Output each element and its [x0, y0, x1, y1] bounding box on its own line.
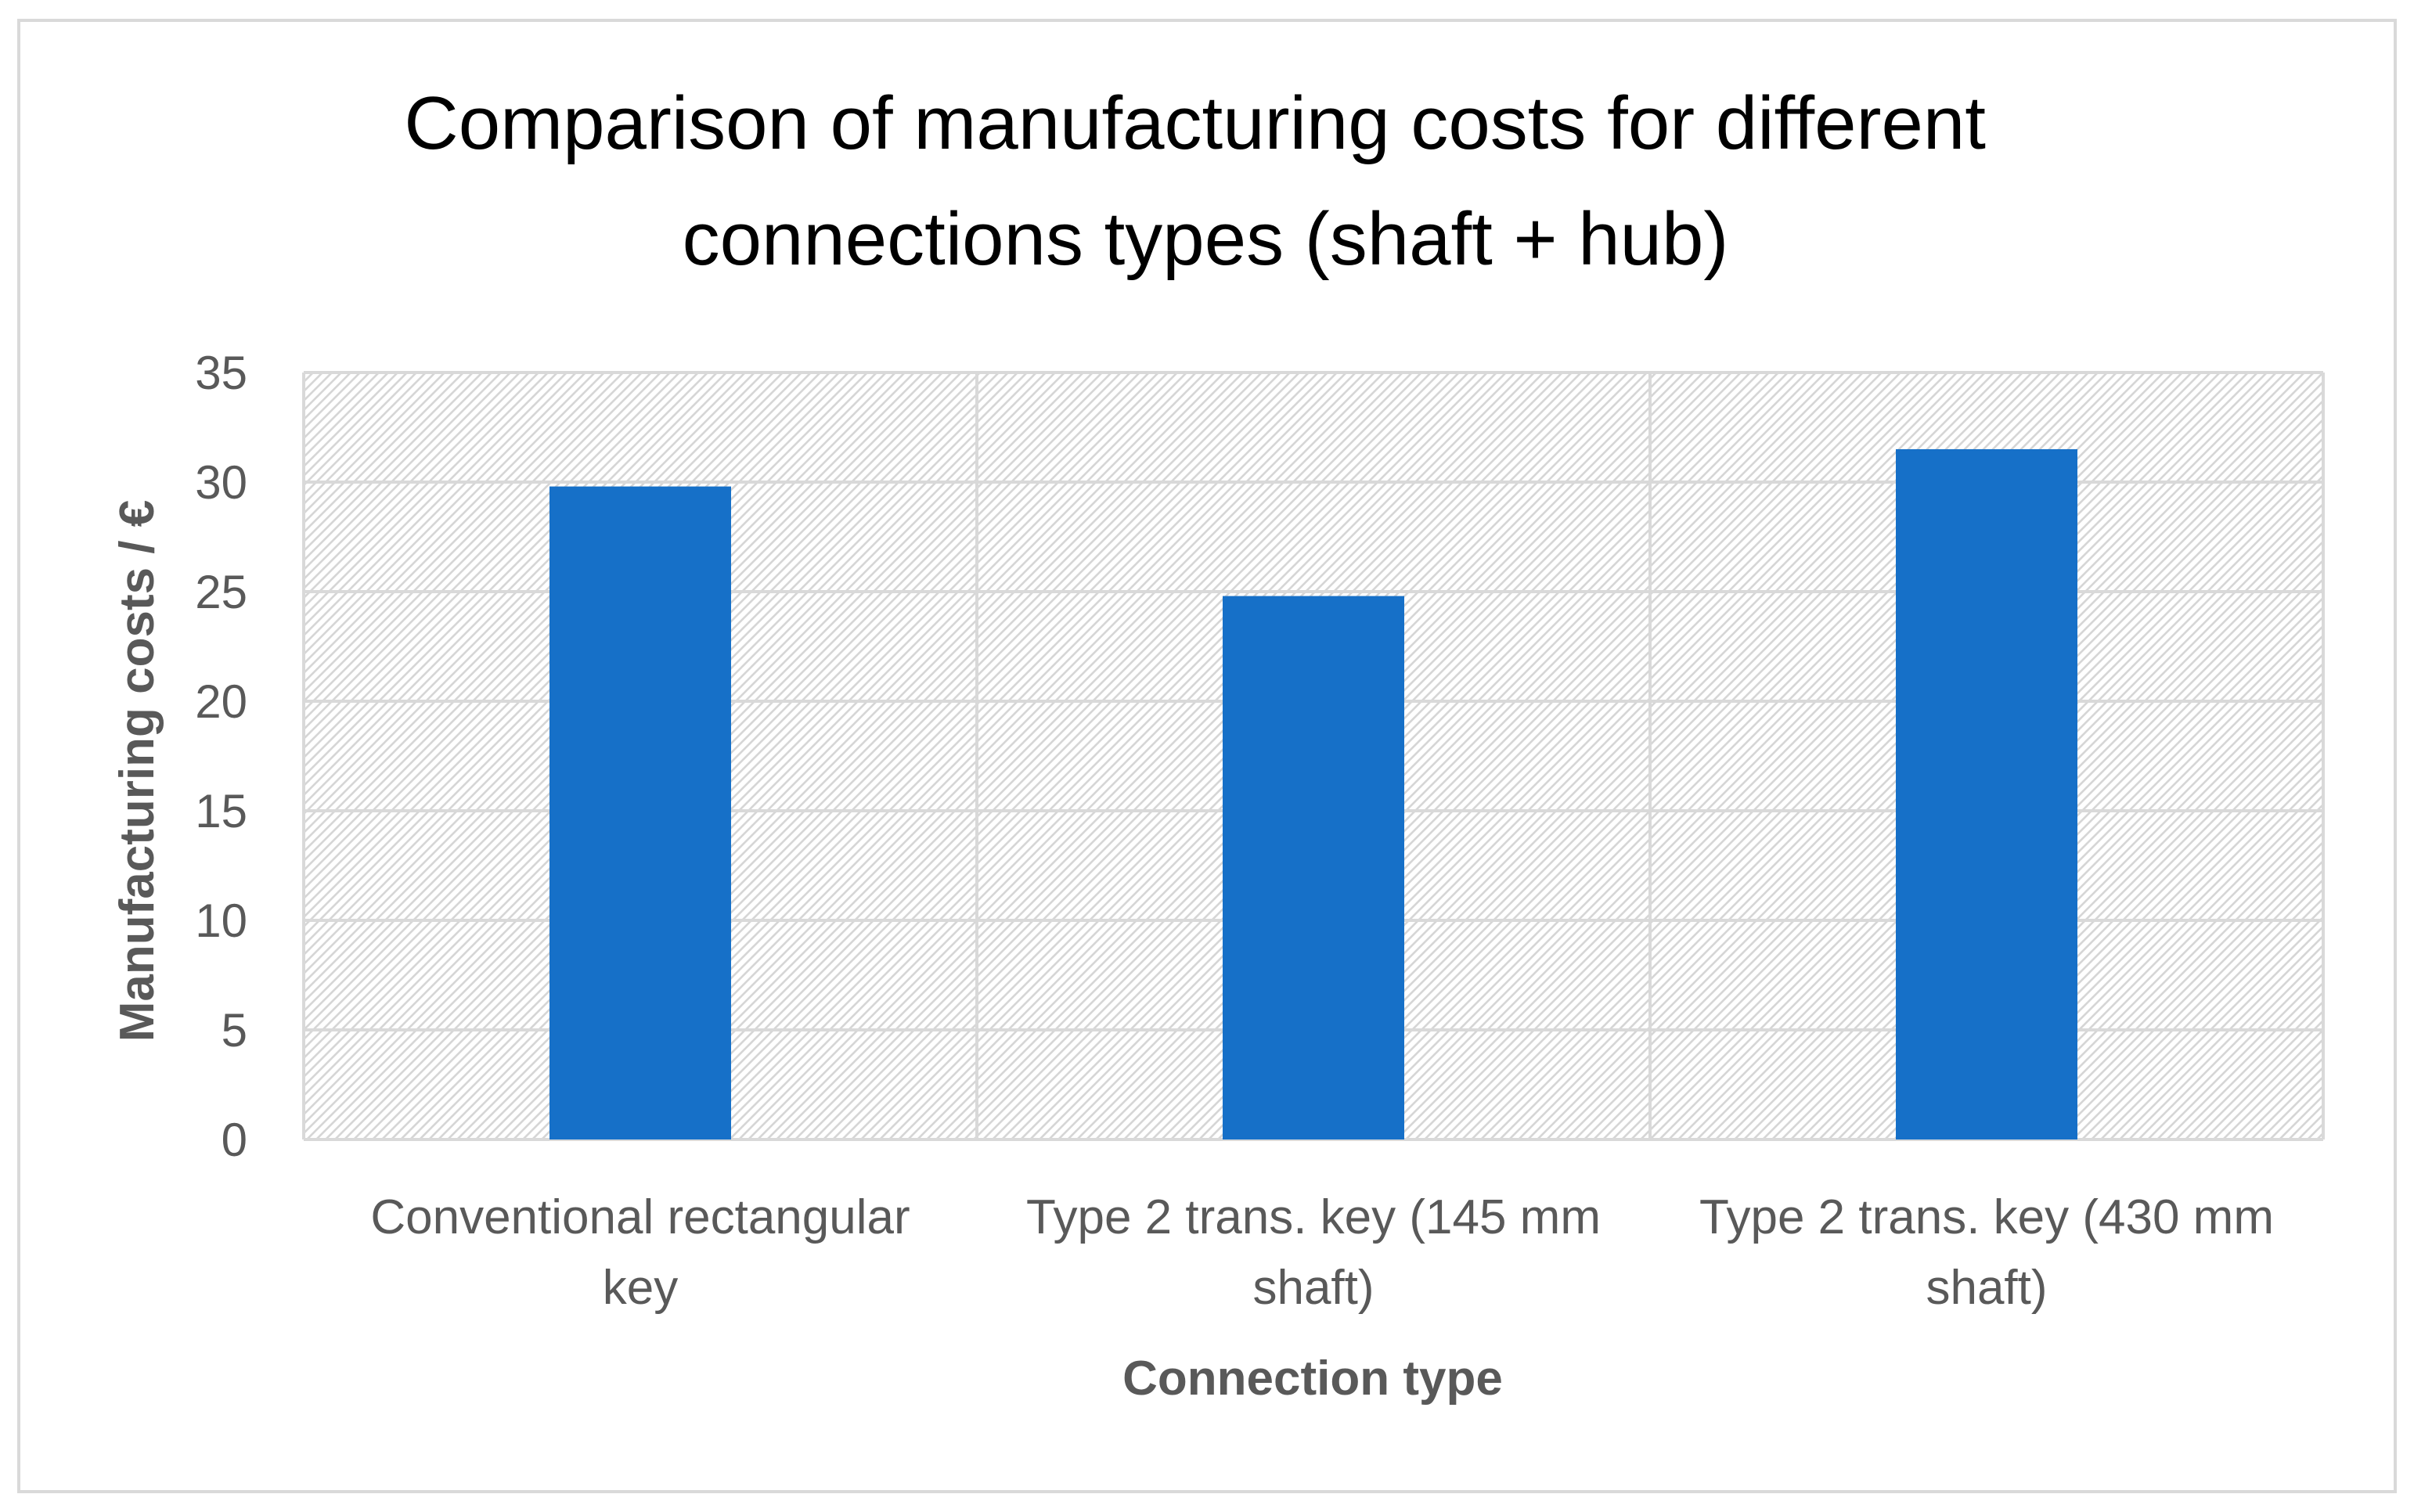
y-tick-label-35: 35	[195, 347, 247, 399]
y-tick-label-5: 5	[222, 1004, 247, 1057]
x-tick-label-3-line-1: Type 2 trans. key (430 mm	[1699, 1190, 2274, 1244]
y-tick-label-30: 30	[195, 456, 247, 509]
chart-title-line-2: connections types (shaft + hub)	[683, 197, 1729, 281]
x-axis-title: Connection type	[1122, 1352, 1503, 1406]
y-axis-title: Manufacturing costs / €	[110, 500, 164, 1042]
y-tick-label-10: 10	[195, 895, 247, 947]
y-tick-label-0: 0	[222, 1114, 247, 1166]
x-tick-label-2: Type 2 trans. key (145 mm shaft)	[1026, 1190, 1601, 1315]
bar-2	[1223, 596, 1404, 1139]
x-tick-label-2-line-1: Type 2 trans. key (145 mm	[1026, 1190, 1601, 1244]
x-tick-label-1-line-2: key	[603, 1261, 678, 1315]
x-tick-label-1: Conventional rectangular key	[370, 1190, 910, 1315]
bars	[549, 449, 2077, 1139]
x-tick-label-3: Type 2 trans. key (430 mm shaft)	[1699, 1190, 2274, 1315]
y-tick-label-20: 20	[195, 675, 247, 728]
bar-3	[1896, 449, 2077, 1139]
x-tick-label-3-line-2: shaft)	[1926, 1261, 2047, 1315]
chart-title-line-1: Comparison of manufacturing costs for di…	[404, 81, 1986, 165]
bar-1	[549, 486, 731, 1139]
chart-title: Comparison of manufacturing costs for di…	[404, 81, 2006, 281]
x-axis-category-labels: Conventional rectangular key Type 2 trans.…	[370, 1190, 2274, 1315]
y-axis-ticks: 0 5 10 15 20 25 30 35	[195, 347, 247, 1166]
y-tick-label-15: 15	[195, 785, 247, 837]
x-tick-label-2-line-2: shaft)	[1252, 1261, 1374, 1315]
y-tick-label-25: 25	[195, 566, 247, 618]
x-tick-label-1-line-1: Conventional rectangular	[370, 1190, 910, 1244]
